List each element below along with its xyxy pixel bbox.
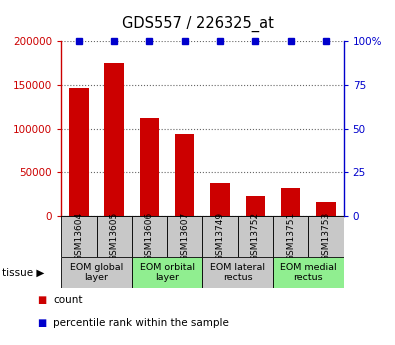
Bar xyxy=(69,88,88,216)
Bar xyxy=(202,257,273,288)
Text: tissue ▶: tissue ▶ xyxy=(2,268,44,277)
Bar xyxy=(281,188,301,216)
Text: percentile rank within the sample: percentile rank within the sample xyxy=(53,318,229,327)
Bar xyxy=(132,257,202,288)
Text: ■: ■ xyxy=(38,318,47,327)
Bar xyxy=(273,216,308,257)
Text: GSM13604: GSM13604 xyxy=(74,212,83,261)
Text: EOM lateral
rectus: EOM lateral rectus xyxy=(210,263,265,282)
Bar xyxy=(246,196,265,216)
Text: EOM orbital
layer: EOM orbital layer xyxy=(140,263,195,282)
Bar xyxy=(273,257,344,288)
Text: ■: ■ xyxy=(38,295,47,305)
Bar xyxy=(211,184,230,216)
Text: GSM13606: GSM13606 xyxy=(145,212,154,261)
Bar xyxy=(308,216,344,257)
Bar xyxy=(167,216,202,257)
Bar xyxy=(132,216,167,257)
Text: GSM13751: GSM13751 xyxy=(286,212,295,261)
Text: EOM global
layer: EOM global layer xyxy=(70,263,123,282)
Bar xyxy=(202,216,238,257)
Text: GSM13607: GSM13607 xyxy=(180,212,189,261)
Bar xyxy=(61,216,96,257)
Bar xyxy=(140,118,159,216)
Bar xyxy=(316,202,336,216)
Text: EOM medial
rectus: EOM medial rectus xyxy=(280,263,337,282)
Text: GSM13605: GSM13605 xyxy=(110,212,118,261)
Text: GSM13753: GSM13753 xyxy=(322,212,331,261)
Bar xyxy=(61,257,132,288)
Text: GDS557 / 226325_at: GDS557 / 226325_at xyxy=(122,16,273,32)
Text: GSM13749: GSM13749 xyxy=(216,212,225,261)
Bar xyxy=(104,63,124,216)
Text: GSM13752: GSM13752 xyxy=(251,212,260,261)
Bar xyxy=(96,216,132,257)
Bar xyxy=(238,216,273,257)
Text: count: count xyxy=(53,295,83,305)
Bar xyxy=(175,134,194,216)
